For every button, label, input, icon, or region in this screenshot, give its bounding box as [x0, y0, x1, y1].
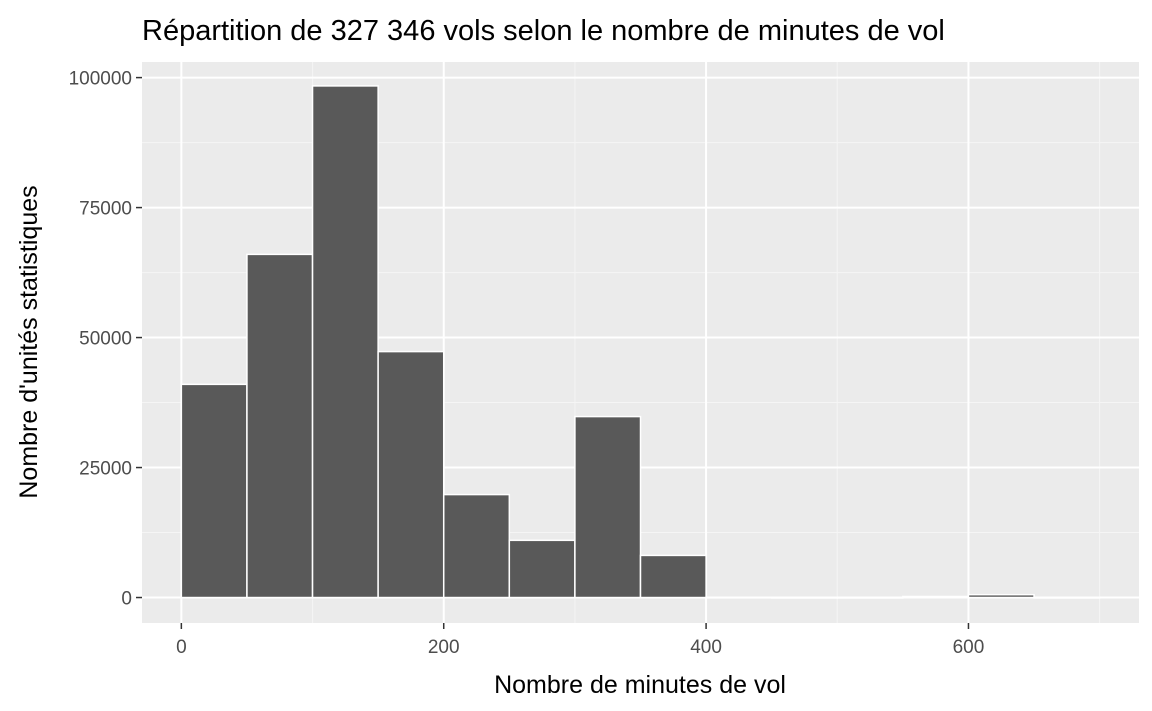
y-axis: 0 25000 50000 75000 100000: [69, 69, 142, 610]
histogram-bar-5: [442, 493, 511, 599]
y-tick-label: 75000: [79, 199, 132, 220]
y-tick-label: 0: [121, 589, 132, 610]
x-axis: 0 200 400 600: [176, 623, 984, 658]
histogram-bar-9: [705, 596, 773, 599]
y-tick-label: 25000: [79, 459, 132, 480]
histogram-bars: [180, 85, 1101, 599]
y-axis-title: Nombre d'unités statistiques: [15, 185, 43, 498]
chart-title: Répartition de 327 346 vols selon le nom…: [142, 15, 945, 47]
histogram-bar-11: [836, 596, 904, 599]
histogram-bar-7: [574, 415, 642, 599]
x-tick-label: 0: [176, 637, 187, 658]
histogram-bar-1: [180, 383, 248, 599]
x-tick-label: 200: [428, 637, 460, 658]
histogram-bar-2: [246, 253, 314, 599]
histogram-bar-8: [639, 554, 707, 599]
histogram-bar-4: [377, 350, 445, 599]
histogram-bar-3: [311, 85, 379, 599]
histogram-bar-14: [1033, 596, 1101, 599]
x-tick-label: 600: [953, 637, 985, 658]
histogram-bar-13: [967, 593, 1035, 599]
x-tick-label: 400: [690, 637, 722, 658]
histogram-bar-12: [902, 595, 970, 599]
y-tick-label: 50000: [79, 329, 132, 350]
histogram-bar-6: [508, 539, 576, 599]
histogram-bar-10: [770, 596, 839, 599]
x-axis-title: Nombre de minutes de vol: [494, 671, 786, 699]
y-tick-label: 100000: [69, 69, 132, 90]
